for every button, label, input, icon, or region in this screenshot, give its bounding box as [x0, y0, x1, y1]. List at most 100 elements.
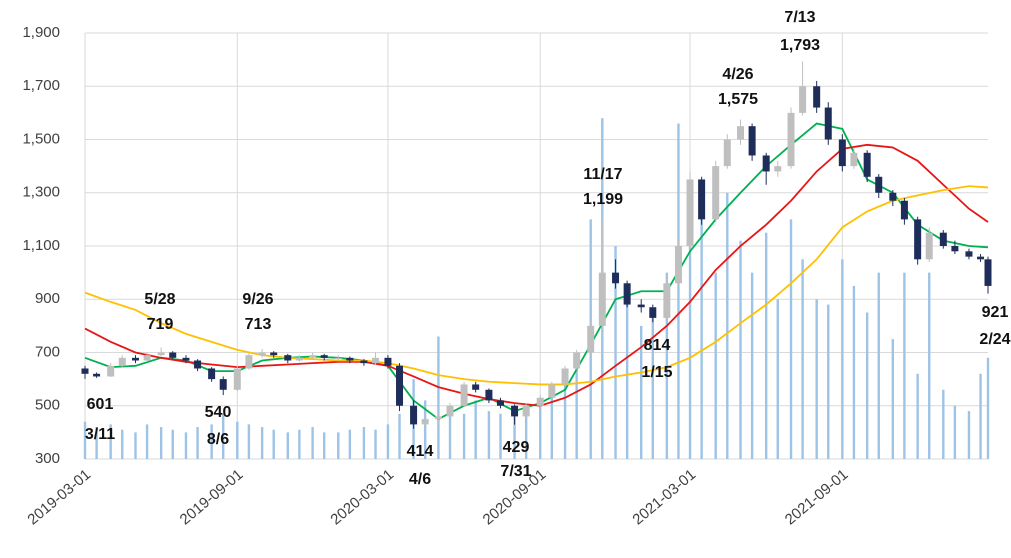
candle-body	[219, 379, 227, 390]
volume-bar	[487, 411, 491, 459]
volume-bar	[134, 432, 137, 459]
volume-bar	[386, 424, 390, 459]
candle-body	[258, 352, 266, 356]
candle-body	[649, 307, 657, 318]
candle-body	[799, 86, 807, 113]
candle-body	[81, 368, 89, 374]
volume-bar	[764, 232, 768, 459]
candle-body	[485, 389, 493, 401]
candle-body	[712, 166, 720, 220]
candle-body	[737, 126, 745, 140]
candle-body	[686, 179, 694, 246]
annotation-date: 3/11	[85, 426, 115, 443]
candle-body	[295, 357, 303, 361]
y-tick-label: 300	[35, 450, 60, 467]
x-tick-label: 2021-03-01	[629, 466, 699, 528]
volume-bar	[499, 413, 502, 459]
volume-bar	[145, 424, 149, 459]
candle-body	[748, 126, 756, 156]
candle-body	[208, 368, 216, 380]
moving-average-line	[84, 122, 989, 421]
candle-body	[984, 259, 992, 286]
candle-body	[446, 405, 454, 417]
y-tick-label: 1,500	[22, 130, 60, 147]
candle-body	[460, 384, 468, 406]
volume-bar	[953, 405, 957, 459]
annotation-date: 9/26	[242, 291, 273, 308]
annotation-date: 1/15	[641, 364, 672, 381]
candle-body	[182, 357, 190, 361]
annotation-value: 1,793	[780, 37, 820, 54]
candle-body	[472, 384, 480, 390]
candle-body	[623, 283, 631, 305]
y-tick-label: 900	[35, 290, 60, 307]
candle-body	[245, 355, 253, 369]
volume-bar	[726, 192, 729, 459]
candle-body	[598, 272, 606, 326]
candle-body	[434, 416, 442, 420]
volume-bar	[272, 429, 275, 459]
volume-bar	[437, 336, 440, 459]
annotation-date: 5/28	[144, 291, 175, 308]
candle-body	[824, 107, 832, 140]
candle-body	[925, 232, 933, 260]
candle-body	[118, 357, 126, 366]
candle-body	[536, 397, 544, 406]
candle-body	[587, 325, 595, 353]
y-tick-label: 700	[35, 343, 60, 360]
candle-body	[951, 246, 959, 252]
candle-body	[496, 400, 504, 406]
candle-body	[320, 355, 328, 358]
candle-body	[372, 357, 380, 364]
volume-bar	[298, 429, 301, 459]
x-tick-label: 2019-09-01	[177, 466, 247, 528]
volume-bar	[184, 432, 188, 459]
y-tick-label: 1,100	[22, 237, 60, 254]
candle-body	[850, 152, 858, 167]
volume-bar	[236, 421, 239, 459]
volume-bar	[348, 429, 352, 459]
volume-bar	[222, 413, 225, 459]
volume-bar	[688, 246, 692, 459]
candle-body	[914, 219, 922, 260]
candle-body	[573, 352, 581, 369]
volume-bar	[159, 427, 163, 459]
candle-body	[143, 355, 151, 361]
candle-body	[939, 232, 947, 246]
candle-body	[813, 86, 821, 108]
candle-body	[612, 272, 620, 284]
y-tick-label: 1,700	[22, 77, 60, 94]
volume-bar	[700, 206, 703, 459]
annotation-value: 429	[503, 439, 530, 456]
candle-body	[410, 405, 418, 425]
candle-body	[875, 176, 883, 193]
volume-bar	[776, 299, 779, 459]
volume-bar	[474, 400, 477, 459]
annotation-date: 11/17	[583, 166, 622, 183]
moving-average-line	[84, 143, 989, 407]
annotation-value: 601	[87, 396, 114, 413]
volume-bar	[196, 427, 199, 459]
annotation-value: 1,575	[718, 91, 758, 108]
volume-bar	[986, 357, 990, 459]
volume-bar	[563, 373, 567, 459]
volume-bar	[171, 429, 174, 459]
volume-bar	[677, 123, 680, 460]
volume-bar	[714, 272, 717, 459]
volume-bar	[311, 427, 314, 459]
annotation-date: 2/24	[979, 331, 1010, 348]
volume-bar	[95, 427, 98, 459]
annotation-date: 8/6	[207, 431, 229, 448]
volume-bar	[260, 427, 264, 459]
candle-body	[169, 352, 177, 358]
candle-body	[723, 139, 731, 167]
annotation-value: 540	[205, 404, 232, 421]
candle-body	[107, 365, 115, 377]
volume-bar	[109, 424, 112, 459]
volume-bar	[625, 299, 629, 459]
candle-body	[965, 251, 973, 257]
volume-bar	[916, 373, 919, 459]
volume-bar	[337, 432, 340, 459]
